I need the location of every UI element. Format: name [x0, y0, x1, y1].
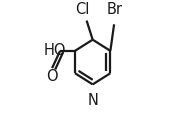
- Text: Cl: Cl: [75, 2, 90, 17]
- Text: Br: Br: [107, 2, 123, 17]
- Text: N: N: [87, 93, 98, 108]
- Text: O: O: [46, 68, 58, 83]
- Text: HO: HO: [44, 43, 66, 58]
